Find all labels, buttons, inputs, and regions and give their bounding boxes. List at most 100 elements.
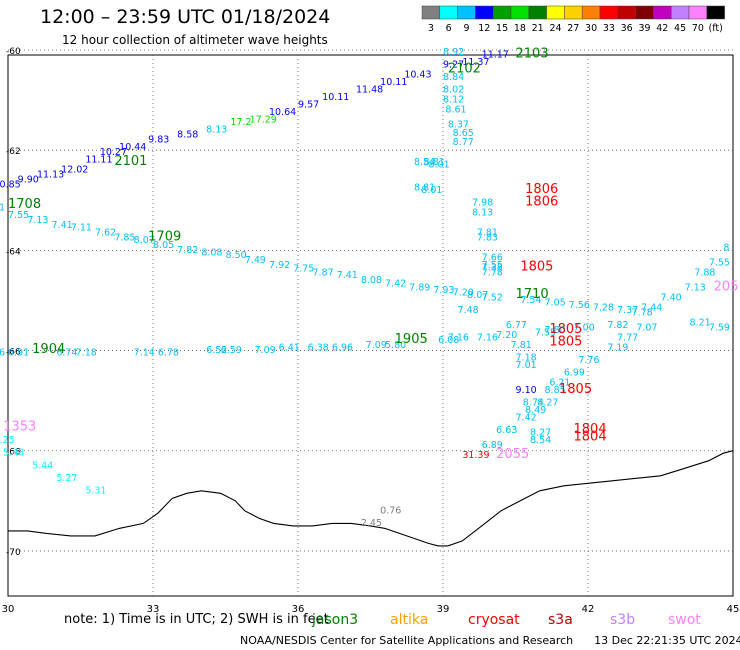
wave-height-value: 5.48 (3, 448, 24, 459)
wave-height-value: 7.42 (385, 278, 406, 289)
legend-swatch (688, 5, 708, 20)
wave-height-value: 7.38 (482, 262, 503, 273)
wave-height-value: 7.98 (472, 197, 493, 208)
legend-swatch (528, 5, 547, 20)
satellite-swot: swot (668, 612, 701, 628)
wave-height-value: 8.92 (443, 47, 464, 58)
wave-height-value: 8.07 (467, 290, 488, 301)
wave-height-value: 9.27 (443, 60, 464, 71)
wave-height-value: 7.18 (76, 348, 97, 359)
wave-height-value: 7.59 (709, 323, 730, 334)
wave-height-value: 11.37 (462, 57, 489, 68)
wave-height-value: 8.07 (134, 235, 155, 246)
legend-swatch (653, 5, 672, 20)
wave-height-value: 7.54 (520, 295, 541, 306)
wave-height-value: 0.76 (380, 505, 401, 516)
wave-height-value: 6.74 (56, 348, 77, 359)
wave-height-value: 7.37 (617, 305, 638, 316)
wave-height-value: 7.18 (516, 353, 537, 364)
pass-time-label: 1805 (559, 382, 592, 397)
pass-time-label: 1804 (574, 422, 607, 437)
wave-height-value: 8.54 (530, 435, 551, 446)
legend-tick-label: 42 (656, 23, 668, 34)
wave-height-value: 8.61 (445, 105, 466, 116)
wave-height-value: 6.38 (308, 343, 329, 354)
wave-height-value: 9.83 (148, 135, 169, 146)
wave-height-value: 7.55 (482, 260, 503, 271)
wave-height-value: 7.82 (177, 245, 198, 256)
wave-height-value: 8.13 (472, 207, 493, 218)
legend-swatch (475, 5, 494, 20)
lon-tick-label: 39 (437, 604, 450, 615)
legend-tick-label: 9 (463, 23, 469, 34)
wave-height-value: 6.91 (8, 348, 29, 359)
coastline (8, 450, 734, 547)
wave-height-value: 10.64 (269, 107, 296, 118)
wave-height-value: 8.81 (414, 182, 435, 193)
wave-height-value: 6.77 (506, 320, 527, 331)
wave-height-value: 7.66 (482, 252, 503, 263)
wave-height-value: 8 (723, 242, 729, 253)
pass-labels: 2103 2102 2101 1708 1709 1710 1904 1905 18061806… (3, 47, 738, 463)
wave-height-value: 8.85 (545, 385, 566, 396)
legend-tick-label: 45 (674, 23, 686, 34)
wave-height-value: 7.16 (477, 333, 498, 344)
legend-tick-label: 27 (567, 23, 579, 34)
legend-swatch (670, 5, 690, 20)
wave-height-value: 7.83 (477, 232, 498, 243)
wave-height-value: 8.77 (453, 137, 474, 148)
wave-height-value: 7.75 (293, 263, 314, 274)
pass-time-label: 1709 (148, 229, 181, 244)
wave-height-value: 8.27 (537, 398, 558, 409)
wave-height-value: 8.27 (530, 428, 551, 439)
wave-height-value: 7.81 (511, 340, 532, 351)
satellite-s3a: s3a (548, 612, 573, 628)
legend-tick-label: 6 (446, 23, 452, 34)
wave-height-value: 31.39 (462, 450, 489, 461)
wave-height-value: 11.11 (85, 155, 112, 166)
wave-height-value: 5.44 (32, 460, 53, 471)
pass-time-label: 2102 (448, 62, 481, 77)
wave-height-value: 7.82 (607, 320, 628, 331)
wave-height-value: 8.37 (448, 120, 469, 131)
wave-height-value: 10.11 (322, 92, 349, 103)
footer-credit: NOAA/NESDIS Center for Satellite Applica… (240, 634, 740, 647)
wave-height-value: 17.2 (230, 117, 251, 128)
wave-height-value: 7.76 (578, 355, 599, 366)
satellite-s3b: s3b (610, 612, 636, 628)
legend-tick-label: 21 (532, 23, 544, 34)
lon-tick-label: 30 (2, 604, 15, 615)
wave-height-value: 6.21 (549, 378, 570, 389)
lat-tick-label: -68 (6, 448, 21, 458)
wave-height-value: 8.02 (443, 85, 464, 96)
wave-height-value: 7.61 (0, 202, 5, 213)
wave-height-value: 10.44 (119, 142, 146, 153)
wave-height-value: 8.50 (226, 250, 247, 261)
wave-height-value: 8.01 (421, 185, 442, 196)
satellite-cryosat: cryosat (468, 612, 520, 628)
wave-height-value: 7.13 (27, 215, 48, 226)
lat-tick-label: -60 (6, 47, 21, 57)
wave-height-value: 6.78 (158, 348, 179, 359)
wave-height-value: 6.96 (0, 348, 5, 359)
legend-swatch (421, 5, 441, 20)
wave-height-value: 8.05 (153, 240, 174, 251)
pass-time-label: 1804 (574, 430, 607, 445)
wave-height-value: 7.13 (685, 282, 706, 293)
legend-swatch (439, 5, 458, 20)
legend-tick-label: 33 (603, 23, 615, 34)
wave-height-value: 9.57 (298, 100, 319, 111)
legend-tick-label: 24 (549, 23, 561, 34)
wave-height-value: 6.99 (564, 368, 585, 379)
wave-height-value: 7.77 (617, 333, 638, 344)
wave-height-value: 7.09 (255, 345, 276, 356)
observations: 8.92 11.179.2711.378.848.028.128.618.378.… (0, 47, 730, 529)
lat-tick-label: -70 (6, 548, 21, 558)
wave-height-value: 7.55 (8, 210, 29, 221)
wave-height-value: 10.27 (100, 147, 127, 158)
page-title: 12:00 – 23:59 UTC 01/18/2024 (40, 6, 331, 28)
wave-height-value: 7.80 (545, 325, 566, 336)
legend-tick-label: 12 (478, 23, 490, 34)
legend-tick-label: 18 (514, 23, 526, 34)
wave-height-value: 7.01 (516, 360, 537, 371)
